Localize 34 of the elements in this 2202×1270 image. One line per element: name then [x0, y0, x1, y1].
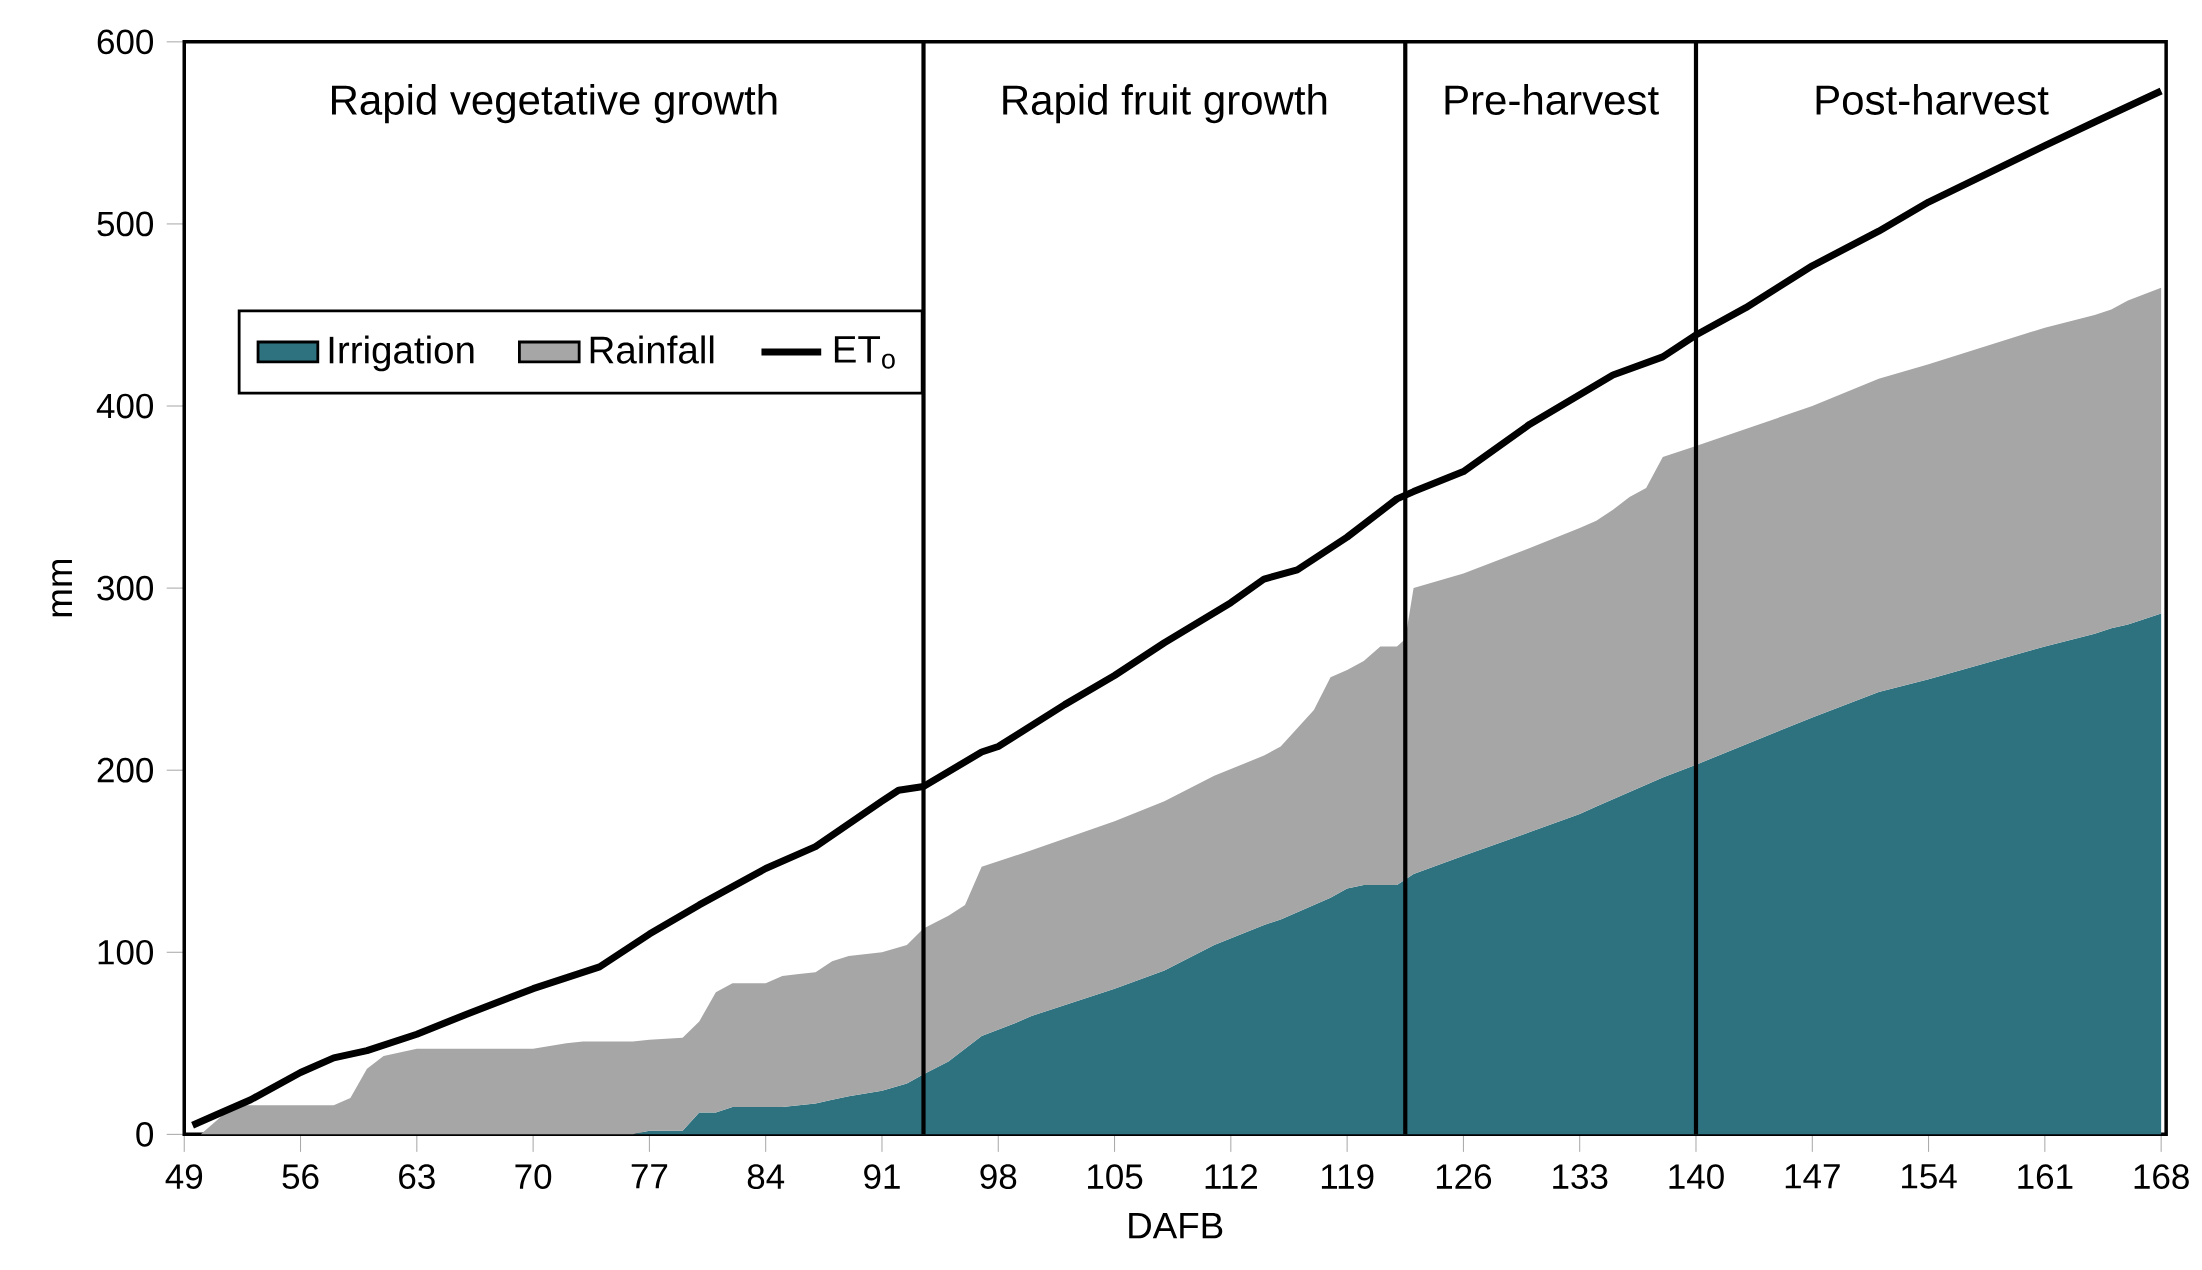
- x-tick-label: 126: [1436, 1164, 1492, 1190]
- y-tick-label: 0: [136, 1122, 154, 1147]
- x-tick-label: 56: [282, 1164, 319, 1190]
- y-tick-label: 400: [96, 393, 154, 419]
- x-tick-label: 63: [399, 1164, 435, 1190]
- x-tick-label: 49: [165, 1164, 203, 1190]
- annotation: Post-harvest: [1816, 84, 2049, 115]
- y-tick-label: 200: [97, 757, 154, 783]
- x-tick-label: 140: [1669, 1164, 1724, 1190]
- x-tick-label: 119: [1321, 1164, 1374, 1190]
- x-tick-label: 98: [980, 1164, 1017, 1190]
- y-tick-label: 600: [97, 29, 154, 55]
- x-tick-label: 77: [631, 1164, 668, 1189]
- annotation: Rapid fruit growth: [1003, 84, 1327, 124]
- annotation: Rapid vegetative growth: [332, 84, 777, 124]
- legend-label: Irrigation: [329, 335, 474, 372]
- legend-label: Rainfall: [590, 335, 714, 364]
- x-axis-title: DAFB: [1129, 1213, 1223, 1239]
- x-tick-label: 168: [2134, 1164, 2189, 1190]
- y-tick-label: 100: [98, 939, 154, 965]
- y-axis-title: mm: [52, 560, 72, 617]
- x-tick-label: 84: [747, 1164, 785, 1190]
- x-tick-label: 70: [515, 1164, 552, 1190]
- x-tick-label: 112: [1205, 1164, 1257, 1189]
- x-tick-label: 154: [1902, 1164, 1957, 1189]
- x-tick-label: 161: [2018, 1164, 2073, 1190]
- x-tick-label: 91: [864, 1164, 900, 1190]
- legend-label: ET$_{o}$: [834, 336, 895, 369]
- y-tick-label: 300: [97, 575, 154, 601]
- annotation: Pre-harvest: [1445, 84, 1659, 115]
- x-tick-label: 147: [1785, 1164, 1840, 1189]
- x-tick-label: 133: [1553, 1164, 1608, 1190]
- x-tick-label: 105: [1088, 1164, 1143, 1190]
- y-tick-label: 500: [97, 211, 154, 237]
